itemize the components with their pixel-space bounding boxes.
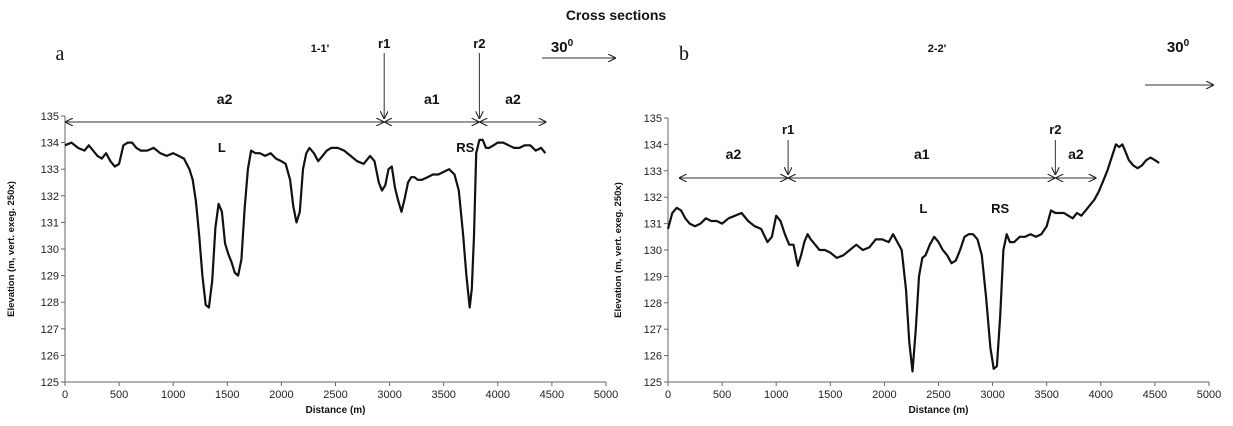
y-tick-label: 128 xyxy=(41,297,59,309)
profile-annotation: L xyxy=(919,201,927,216)
panel-b: b 2-2' 300 125 126 127 128 129 130 131 132 133 134 13… xyxy=(613,38,1221,416)
y-tick-label: 125 xyxy=(644,377,662,389)
marker-label: r2 xyxy=(1049,122,1061,137)
y-tick-label: 133 xyxy=(644,166,662,178)
x-tick-label: 2500 xyxy=(323,389,347,401)
x-tick-label: 4500 xyxy=(1143,389,1167,401)
direction-label: 300 xyxy=(1167,38,1190,56)
y-tick-label: 132 xyxy=(644,192,662,204)
y-axis-label: Elevation (m, vert. exeg. 250x) xyxy=(613,182,624,318)
x-tick-label: 5000 xyxy=(594,389,618,401)
x-tick-label: 500 xyxy=(110,389,128,401)
elevation-profile-line xyxy=(64,138,547,309)
zone-label: a2 xyxy=(217,91,233,107)
panel-a: a 1-1' 300 125 126 127 128 129 130 131 132 133 134 13… xyxy=(6,36,618,416)
x-tick-label: 1000 xyxy=(161,389,185,401)
panel-letter: b xyxy=(679,43,689,65)
y-tick-label: 128 xyxy=(644,298,662,310)
profile-annotation: RS xyxy=(991,201,1009,216)
y-axis-label: Elevation (m, vert. exeg. 250x) xyxy=(6,181,17,317)
x-tick-label: 2500 xyxy=(926,389,950,401)
x-tick-label: 2000 xyxy=(872,389,896,401)
x-tick-label: 4000 xyxy=(1089,389,1113,401)
section-label: 1-1' xyxy=(311,43,330,55)
x-tick-label: 1500 xyxy=(818,389,842,401)
x-tick-label: 5000 xyxy=(1197,389,1221,401)
y-tick-label: 134 xyxy=(644,139,662,151)
y-tick-label: 126 xyxy=(644,351,662,363)
zone-label: a2 xyxy=(505,91,521,107)
x-tick-label: 3500 xyxy=(1034,389,1058,401)
y-tick-label: 126 xyxy=(41,350,59,362)
y-tick-label: 125 xyxy=(41,377,59,389)
y-tick-label: 134 xyxy=(41,138,59,150)
marker-label: r1 xyxy=(378,36,390,51)
x-tick-label: 3000 xyxy=(980,389,1004,401)
profile-annotation: L xyxy=(218,140,226,155)
y-tick-label: 127 xyxy=(41,324,59,336)
zone-label: a2 xyxy=(726,146,742,162)
marker-label: r2 xyxy=(473,36,485,51)
y-tick-label: 129 xyxy=(644,271,662,283)
zone-label: a1 xyxy=(424,91,440,107)
y-tick-label: 127 xyxy=(644,324,662,336)
x-axis-label: Distance (m) xyxy=(305,405,365,416)
x-tick-label: 4500 xyxy=(540,389,564,401)
y-tick-label: 133 xyxy=(41,164,59,176)
figure-title: Cross sections xyxy=(566,7,667,23)
elevation-profile-line xyxy=(666,143,1160,373)
y-tick-label: 135 xyxy=(644,113,662,125)
y-tick-label: 129 xyxy=(41,271,59,283)
x-tick-label: 3000 xyxy=(377,389,401,401)
x-tick-label: 0 xyxy=(62,389,68,401)
section-label: 2-2' xyxy=(928,43,947,55)
profile-annotation: RS xyxy=(456,140,474,155)
x-tick-label: 0 xyxy=(665,389,671,401)
direction-label: 300 xyxy=(551,38,574,56)
zone-label: a1 xyxy=(914,146,930,162)
y-tick-label: 130 xyxy=(41,244,59,256)
x-tick-label: 2000 xyxy=(269,389,293,401)
zone-label: a2 xyxy=(1068,146,1084,162)
x-tick-label: 4000 xyxy=(486,389,510,401)
marker-label: r1 xyxy=(782,122,794,137)
x-axis-label: Distance (m) xyxy=(908,405,968,416)
x-tick-label: 500 xyxy=(713,389,731,401)
y-tick-label: 135 xyxy=(41,111,59,123)
y-tick-label: 131 xyxy=(41,217,59,229)
y-tick-label: 132 xyxy=(41,191,59,203)
x-tick-label: 1500 xyxy=(215,389,239,401)
y-tick-label: 130 xyxy=(644,245,662,257)
x-tick-label: 3500 xyxy=(431,389,455,401)
panel-letter: a xyxy=(56,43,65,65)
y-tick-label: 131 xyxy=(644,219,662,231)
x-tick-label: 1000 xyxy=(764,389,788,401)
